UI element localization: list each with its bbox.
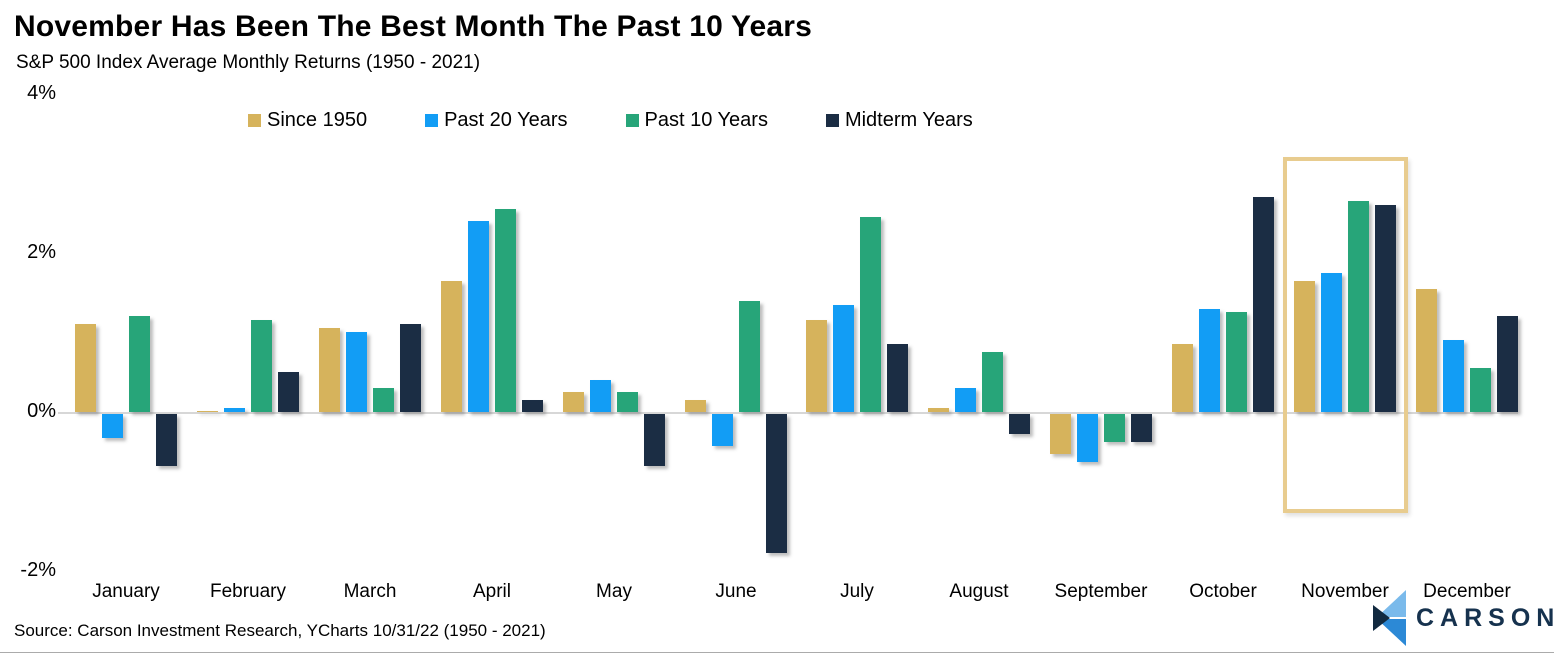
bar-past-20-years-april: [468, 221, 489, 412]
y-axis-tick-label: 4%: [27, 81, 56, 104]
bar-midterm-years-july: [887, 344, 908, 412]
bar-past-10-years-july: [860, 217, 881, 412]
y-axis-tick-label: 0%: [27, 400, 56, 422]
bar-past-10-years-november: [1348, 201, 1369, 412]
legend-item-past-10-years: Past 10 Years: [625, 109, 768, 132]
y-axis-tick-label: 2%: [27, 240, 56, 263]
legend-swatch-icon: [625, 114, 639, 127]
x-axis-label-july: July: [840, 581, 874, 602]
bar-past-10-years-february: [251, 320, 272, 412]
chart-title: November Has Been The Best Month The Pas…: [14, 10, 813, 43]
x-axis-label-january: January: [92, 581, 160, 602]
bar-past-10-years-may: [617, 392, 638, 412]
bar-past-20-years-december: [1443, 340, 1464, 412]
bar-past-20-years-september: [1077, 414, 1098, 462]
carson-logo: CARSON: [1372, 589, 1554, 647]
bar-since-1950-october: [1172, 344, 1193, 412]
bar-since-1950-february: [197, 411, 218, 412]
legend-item-since-1950: Since 1950: [248, 109, 367, 132]
x-axis-label-november: November: [1301, 581, 1389, 602]
bar-midterm-years-january: [156, 414, 177, 466]
bar-past-20-years-july: [833, 305, 854, 412]
bar-midterm-years-november: [1375, 205, 1396, 412]
legend-swatch-icon: [825, 114, 839, 127]
bar-past-10-years-april: [495, 209, 516, 412]
bar-past-10-years-march: [373, 388, 394, 412]
bar-past-20-years-february: [224, 408, 245, 412]
legend-label: Past 10 Years: [644, 109, 768, 131]
x-axis-label-september: September: [1054, 581, 1148, 602]
bar-past-10-years-september: [1104, 414, 1125, 442]
bar-midterm-years-december: [1497, 316, 1518, 412]
x-axis-label-february: February: [209, 581, 287, 602]
bar-past-10-years-january: [129, 316, 150, 412]
bar-since-1950-april: [441, 281, 462, 412]
legend-swatch-icon: [248, 114, 261, 127]
bar-since-1950-july: [806, 320, 827, 412]
bar-since-1950-june: [685, 400, 706, 412]
legend-label: Past 20 Years: [444, 109, 568, 131]
bar-since-1950-march: [319, 328, 340, 412]
bar-past-20-years-november: [1321, 273, 1342, 412]
bar-midterm-years-june: [766, 414, 787, 553]
bar-midterm-years-august: [1009, 414, 1030, 434]
x-axis-zero-line: [58, 412, 1518, 414]
x-axis-label-april: April: [472, 581, 511, 602]
carson-logo-text: CARSON: [1416, 603, 1554, 632]
bar-midterm-years-october: [1253, 197, 1274, 412]
legend-item-past-20-years: Past 20 Years: [425, 109, 568, 132]
bar-past-20-years-june: [712, 414, 733, 446]
bar-midterm-years-march: [400, 324, 421, 412]
x-axis-label-december: December: [1423, 581, 1511, 602]
x-axis-label-october: October: [1189, 581, 1257, 602]
legend-label: Midterm Years: [844, 109, 973, 131]
bar-past-20-years-march: [346, 332, 367, 412]
bar-midterm-years-february: [278, 372, 299, 412]
y-axis-tick-label: -2%: [20, 559, 56, 582]
bar-since-1950-january: [75, 324, 96, 412]
x-axis-label-august: August: [949, 581, 1009, 602]
bar-midterm-years-september: [1131, 414, 1152, 442]
bar-since-1950-august: [928, 408, 949, 412]
bar-past-20-years-august: [955, 388, 976, 412]
bar-since-1950-september: [1050, 414, 1071, 454]
source-note: Source: Carson Investment Research, YCha…: [14, 621, 546, 640]
bar-past-10-years-august: [982, 352, 1003, 412]
bar-past-20-years-may: [590, 380, 611, 412]
bar-past-10-years-october: [1226, 312, 1247, 412]
bar-past-10-years-december: [1470, 368, 1491, 412]
bar-past-20-years-january: [102, 414, 123, 438]
bar-past-10-years-june: [739, 301, 760, 412]
november-highlight-box: [1283, 157, 1408, 513]
bar-since-1950-november: [1294, 281, 1315, 412]
x-axis-label-march: March: [343, 581, 397, 602]
bar-midterm-years-may: [644, 414, 665, 466]
bar-since-1950-december: [1416, 289, 1437, 412]
legend-swatch-icon: [425, 114, 439, 127]
bottom-divider: [0, 652, 1554, 653]
chart-legend: Since 1950 Past 20 Years Past 10 Years Midt…: [248, 109, 973, 132]
carson-logo-icon: [1373, 590, 1406, 646]
bar-since-1950-may: [563, 392, 584, 412]
chart-subtitle: S&P 500 Index Average Monthly Returns (1…: [16, 52, 481, 73]
x-axis-label-june: June: [715, 581, 757, 602]
legend-item-midterm-years: Midterm Years: [825, 109, 973, 132]
bar-midterm-years-april: [522, 400, 543, 412]
legend-label: Since 1950: [267, 109, 368, 131]
bar-past-20-years-october: [1199, 309, 1220, 412]
x-axis-label-may: May: [596, 581, 632, 602]
